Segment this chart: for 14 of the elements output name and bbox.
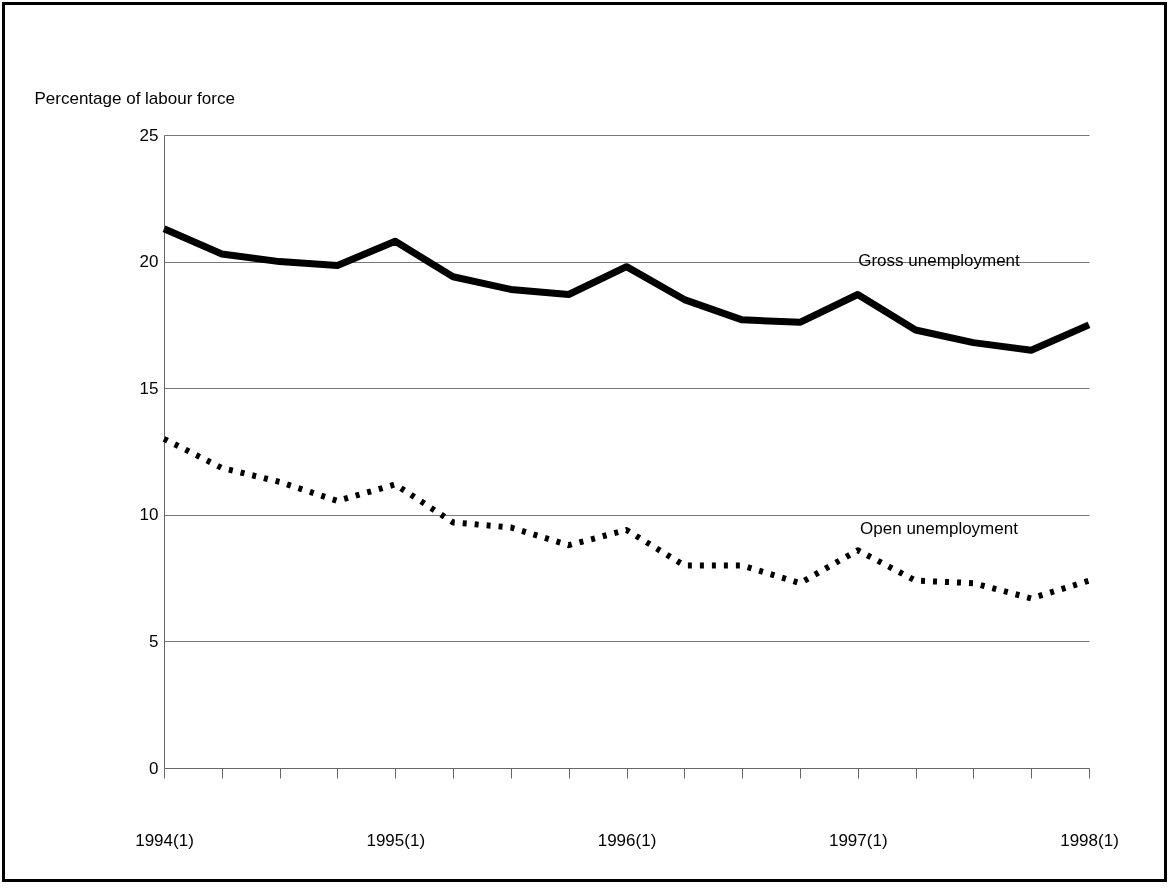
y-tick-label: 15 <box>139 378 159 398</box>
x-tick-label: 1995(1) <box>366 830 426 850</box>
series-label: Open unemployment <box>860 518 1019 538</box>
y-tick-label: 25 <box>139 125 159 145</box>
y-tick-label: 20 <box>139 252 159 272</box>
x-tick-label: 1994(1) <box>135 830 194 850</box>
series-label: Gross unemployment <box>858 250 1021 270</box>
x-tick-label: 1997(1) <box>828 830 888 850</box>
x-tick-label: 1996(1) <box>597 830 657 850</box>
y-tick-label: 10 <box>139 505 159 525</box>
y-tick-label: 0 <box>149 758 159 778</box>
y-axis-title: Percentage of labour force <box>34 88 235 108</box>
y-tick-label: 5 <box>149 631 159 651</box>
x-tick-label: 1998(1) <box>1060 830 1119 850</box>
